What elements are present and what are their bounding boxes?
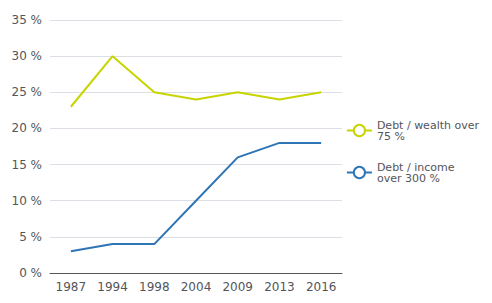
- svg-text:0 %: 0 %: [19, 266, 42, 280]
- svg-text:75 %: 75 %: [377, 130, 405, 143]
- svg-text:1994: 1994: [97, 280, 128, 294]
- svg-text:2009: 2009: [222, 280, 253, 294]
- svg-text:1998: 1998: [139, 280, 170, 294]
- svg-text:30 %: 30 %: [12, 49, 43, 63]
- svg-text:Debt / wealth over: Debt / wealth over: [376, 118, 479, 132]
- svg-text:20 %: 20 %: [12, 121, 43, 135]
- svg-text:1987: 1987: [56, 280, 87, 294]
- svg-text:Debt / income: Debt / income: [376, 160, 455, 174]
- svg-text:2004: 2004: [181, 280, 212, 294]
- svg-text:10 %: 10 %: [12, 194, 43, 208]
- svg-text:2016: 2016: [306, 280, 337, 294]
- svg-text:5 %: 5 %: [19, 230, 42, 244]
- svg-text:35 %: 35 %: [12, 13, 43, 27]
- svg-text:2013: 2013: [264, 280, 295, 294]
- svg-text:25 %: 25 %: [12, 85, 43, 99]
- svg-text:over 300 %: over 300 %: [377, 172, 440, 185]
- svg-text:15 %: 15 %: [12, 158, 43, 172]
